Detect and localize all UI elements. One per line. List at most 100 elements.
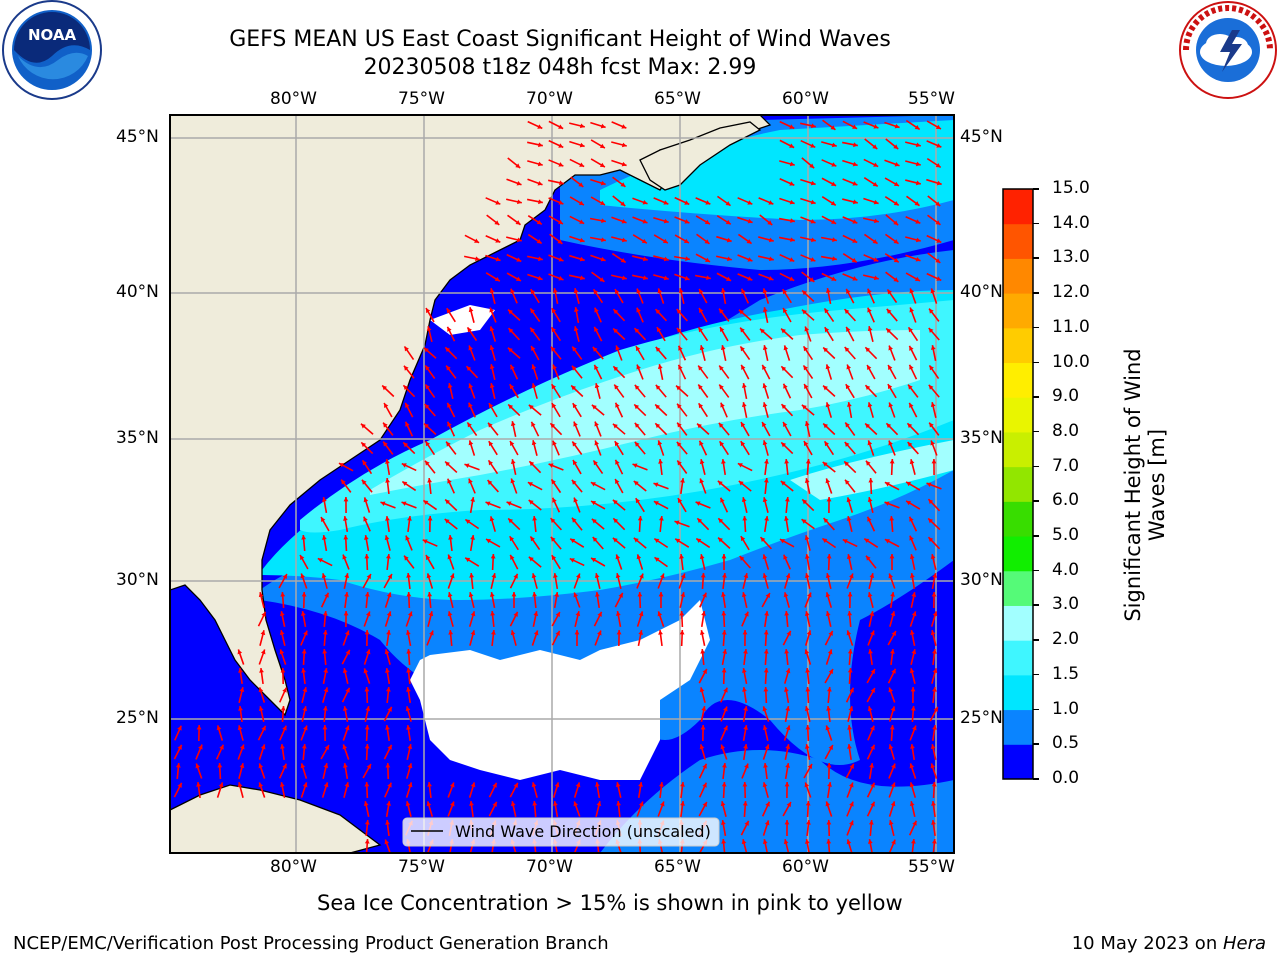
wind-wave-arrow [825, 402, 833, 418]
wind-wave-arrow [593, 364, 603, 380]
wind-wave-arrow [761, 801, 771, 817]
wind-wave-arrow [611, 252, 627, 264]
wind-wave-direction-arrows [173, 119, 942, 853]
wind-wave-arrow [801, 518, 815, 530]
wind-wave-arrow [905, 216, 921, 224]
wind-wave-arrow [509, 440, 519, 456]
wind-wave-arrow [634, 422, 646, 436]
wind-wave-arrow [784, 705, 791, 723]
colorbar-segment [1003, 570, 1033, 606]
wind-wave-arrow [571, 441, 583, 455]
wind-wave-arrow [573, 421, 581, 437]
wind-wave-arrow [551, 497, 561, 513]
wind-wave-arrow [427, 611, 434, 627]
wind-wave-arrow [259, 667, 264, 685]
wind-wave-arrow [884, 121, 900, 129]
wind-wave-arrow [590, 481, 606, 491]
wind-wave-arrow [401, 462, 417, 472]
wind-wave-arrow [779, 253, 795, 263]
wind-wave-arrow [868, 762, 874, 780]
wind-wave-arrow [447, 592, 454, 608]
wind-wave-arrow [616, 629, 622, 647]
wind-wave-arrow [867, 592, 874, 608]
wind-wave-arrow [343, 573, 350, 589]
wind-wave-arrow [910, 743, 916, 761]
wind-wave-arrow [637, 629, 644, 647]
wind-wave-arrow [888, 573, 896, 589]
wind-wave-arrow [843, 460, 857, 474]
wind-wave-arrow [527, 178, 543, 186]
wind-wave-arrow [404, 421, 414, 437]
colorbar-tick-label: 13.0 [1052, 247, 1090, 268]
wind-wave-arrow [464, 557, 480, 567]
wind-wave-arrow [636, 288, 644, 304]
wind-wave-arrow [569, 235, 585, 243]
wind-wave-arrow [657, 288, 665, 304]
wind-wave-arrow [719, 497, 729, 513]
wind-wave-arrow [527, 198, 543, 205]
wind-wave-arrow [763, 762, 768, 780]
wind-wave-arrow [846, 573, 854, 589]
wind-wave-arrow [742, 573, 749, 589]
wind-wave-arrow [905, 119, 921, 131]
wind-wave-arrow [806, 819, 811, 837]
noaa-logo-icon: NOAA [0, 0, 104, 100]
wind-wave-arrow [511, 591, 517, 609]
wind-wave-arrow [301, 591, 307, 609]
wind-wave-arrow [927, 517, 941, 531]
wind-wave-arrow [887, 630, 897, 646]
wind-wave-arrow [613, 384, 625, 398]
wind-wave-arrow [569, 538, 585, 548]
wind-wave-arrow [737, 216, 753, 224]
wind-wave-arrow [825, 801, 833, 817]
colorbar-segment [1003, 536, 1033, 572]
wind-wave-arrow [424, 403, 436, 417]
wind-wave-arrow [238, 705, 243, 723]
wind-wave-arrow [485, 197, 501, 205]
wind-wave-arrow [763, 515, 769, 533]
wind-wave-arrow [930, 763, 938, 779]
wind-wave-arrow [909, 288, 917, 304]
wind-wave-arrow [632, 216, 648, 224]
wind-wave-arrow [548, 120, 564, 130]
colorbar-tick-label: 7.0 [1052, 455, 1080, 476]
wind-wave-arrow [867, 725, 875, 741]
wind-wave-arrow [737, 233, 753, 245]
wind-wave-arrow [658, 591, 664, 609]
wind-wave-arrow [300, 763, 308, 779]
map-legend-text: Wind Wave Direction (unscaled) [455, 822, 711, 841]
wind-wave-arrow [217, 762, 223, 780]
wind-wave-arrow [278, 573, 288, 589]
wind-wave-arrow [635, 497, 645, 513]
wind-wave-arrow [762, 345, 769, 361]
wind-wave-arrow [826, 819, 832, 837]
wind-wave-arrow [657, 801, 665, 817]
wind-wave-arrow [342, 668, 349, 684]
wind-wave-arrow [909, 801, 916, 817]
wind-wave-arrow [802, 364, 814, 380]
land-mass [170, 115, 772, 717]
wind-wave-arrow [343, 515, 349, 533]
wind-wave-arrow [657, 573, 665, 589]
wind-wave-arrow [698, 801, 708, 817]
wind-wave-arrow [300, 630, 308, 646]
wind-wave-arrow [257, 611, 267, 627]
wind-wave-arrow [932, 648, 937, 666]
wind-wave-arrow [384, 611, 392, 627]
wind-wave-arrow [506, 501, 522, 509]
wind-wave-arrow [888, 687, 896, 703]
wind-wave-arrow [444, 518, 458, 530]
wind-wave-arrow [422, 539, 438, 547]
wind-wave-arrow [677, 364, 687, 380]
wind-wave-arrow [805, 800, 811, 818]
wind-wave-arrow [611, 236, 627, 243]
wind-wave-arrow [680, 800, 685, 818]
wind-wave-arrow [931, 800, 936, 818]
wind-wave-arrow [694, 274, 712, 281]
wind-wave-arrow [632, 234, 648, 244]
lon-label-top-80w: 80°W [270, 89, 317, 109]
wind-wave-arrow [720, 744, 728, 760]
wind-wave-arrow [532, 800, 538, 818]
wind-wave-arrow [632, 274, 648, 281]
